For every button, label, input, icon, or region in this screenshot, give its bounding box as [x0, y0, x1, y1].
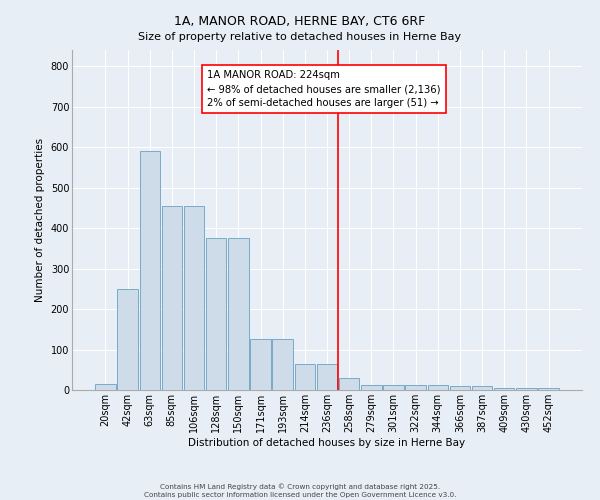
Bar	[161, 206, 182, 390]
Bar	[228, 238, 248, 390]
Bar	[95, 384, 116, 390]
Bar	[361, 385, 382, 390]
Bar	[450, 386, 470, 390]
X-axis label: Distribution of detached houses by size in Herne Bay: Distribution of detached houses by size …	[188, 438, 466, 448]
Bar	[140, 151, 160, 390]
Bar	[494, 388, 514, 390]
Bar	[317, 364, 337, 390]
Bar	[428, 385, 448, 390]
Bar	[406, 385, 426, 390]
Bar	[516, 388, 536, 390]
Text: Contains HM Land Registry data © Crown copyright and database right 2025.
Contai: Contains HM Land Registry data © Crown c…	[144, 484, 456, 498]
Bar	[538, 388, 559, 390]
Bar	[118, 289, 138, 390]
Text: 1A, MANOR ROAD, HERNE BAY, CT6 6RF: 1A, MANOR ROAD, HERNE BAY, CT6 6RF	[175, 15, 425, 28]
Y-axis label: Number of detached properties: Number of detached properties	[35, 138, 45, 302]
Bar	[272, 339, 293, 390]
Text: 1A MANOR ROAD: 224sqm
← 98% of detached houses are smaller (2,136)
2% of semi-de: 1A MANOR ROAD: 224sqm ← 98% of detached …	[208, 70, 441, 108]
Bar	[295, 364, 315, 390]
Bar	[206, 238, 226, 390]
Bar	[250, 339, 271, 390]
Bar	[184, 206, 204, 390]
Bar	[383, 385, 404, 390]
Text: Size of property relative to detached houses in Herne Bay: Size of property relative to detached ho…	[139, 32, 461, 42]
Bar	[472, 386, 493, 390]
Bar	[339, 378, 359, 390]
